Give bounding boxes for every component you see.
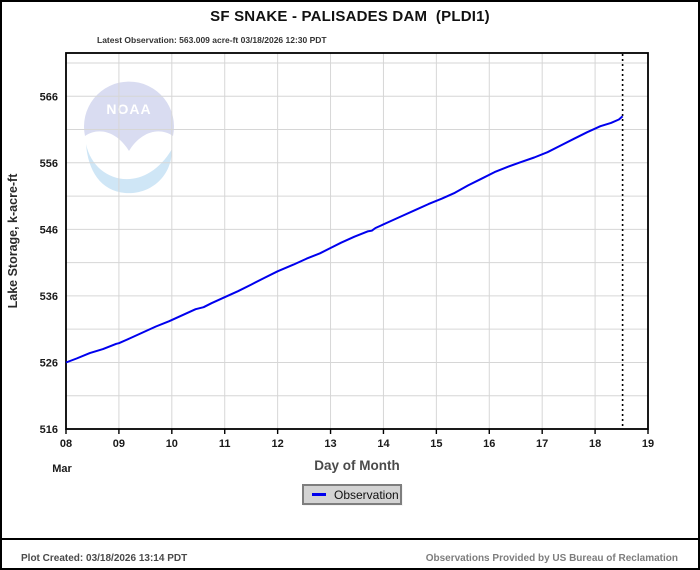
noaa-logo-text: NOAA xyxy=(106,101,151,117)
x-tick-label: 09 xyxy=(113,438,125,450)
x-tick-label: 13 xyxy=(324,438,336,450)
latest-observation-text: Latest Observation: 563.009 acre-ft 03/1… xyxy=(97,35,327,45)
x-tick-label: 15 xyxy=(430,438,442,450)
chart-legend: Observation xyxy=(302,484,402,505)
y-tick-label: 556 xyxy=(40,158,58,170)
plot-frame xyxy=(65,52,649,430)
x-tick-label: 10 xyxy=(166,438,178,450)
observation-line-swatch xyxy=(312,493,326,496)
x-tick-label: 11 xyxy=(219,438,231,450)
x-tick-label: 18 xyxy=(589,438,601,450)
noaa-logo-swoosh xyxy=(86,144,172,194)
x-axis-label: Day of Month xyxy=(314,458,400,473)
lake-storage-chart: NOAA 08 09 10 11 12 13 14 15 16 17 18 19 516 526 536 546… xyxy=(6,52,654,475)
x-tick-label: 14 xyxy=(377,438,390,450)
y-tick-label: 516 xyxy=(40,424,58,436)
y-tick-label: 536 xyxy=(40,291,58,303)
observation-line xyxy=(65,115,624,364)
legend-label: Observation xyxy=(334,487,399,502)
y-tick-label: 566 xyxy=(40,91,58,103)
x-tick-label: 16 xyxy=(483,438,495,450)
y-tick-label: 526 xyxy=(40,357,58,369)
chart-title: SF SNAKE - PALISADES DAM (PLDI1) xyxy=(210,8,490,25)
footer-divider xyxy=(2,538,698,540)
x-tick-label: 12 xyxy=(272,438,284,450)
noaa-logo-emblem-top xyxy=(84,81,174,151)
x-tick-label: 19 xyxy=(642,438,654,450)
x-tick-label: 17 xyxy=(536,438,548,450)
data-provider-text: Observations Provided by US Bureau of Re… xyxy=(425,553,678,564)
plot-created-text: Plot Created: 03/18/2026 13:14 PDT xyxy=(21,553,188,564)
y-tick-label: 546 xyxy=(40,224,58,236)
month-label: Mar xyxy=(52,463,72,475)
y-axis-label: Lake Storage, k-acre-ft xyxy=(6,173,20,309)
x-tick-label: 08 xyxy=(60,438,72,450)
